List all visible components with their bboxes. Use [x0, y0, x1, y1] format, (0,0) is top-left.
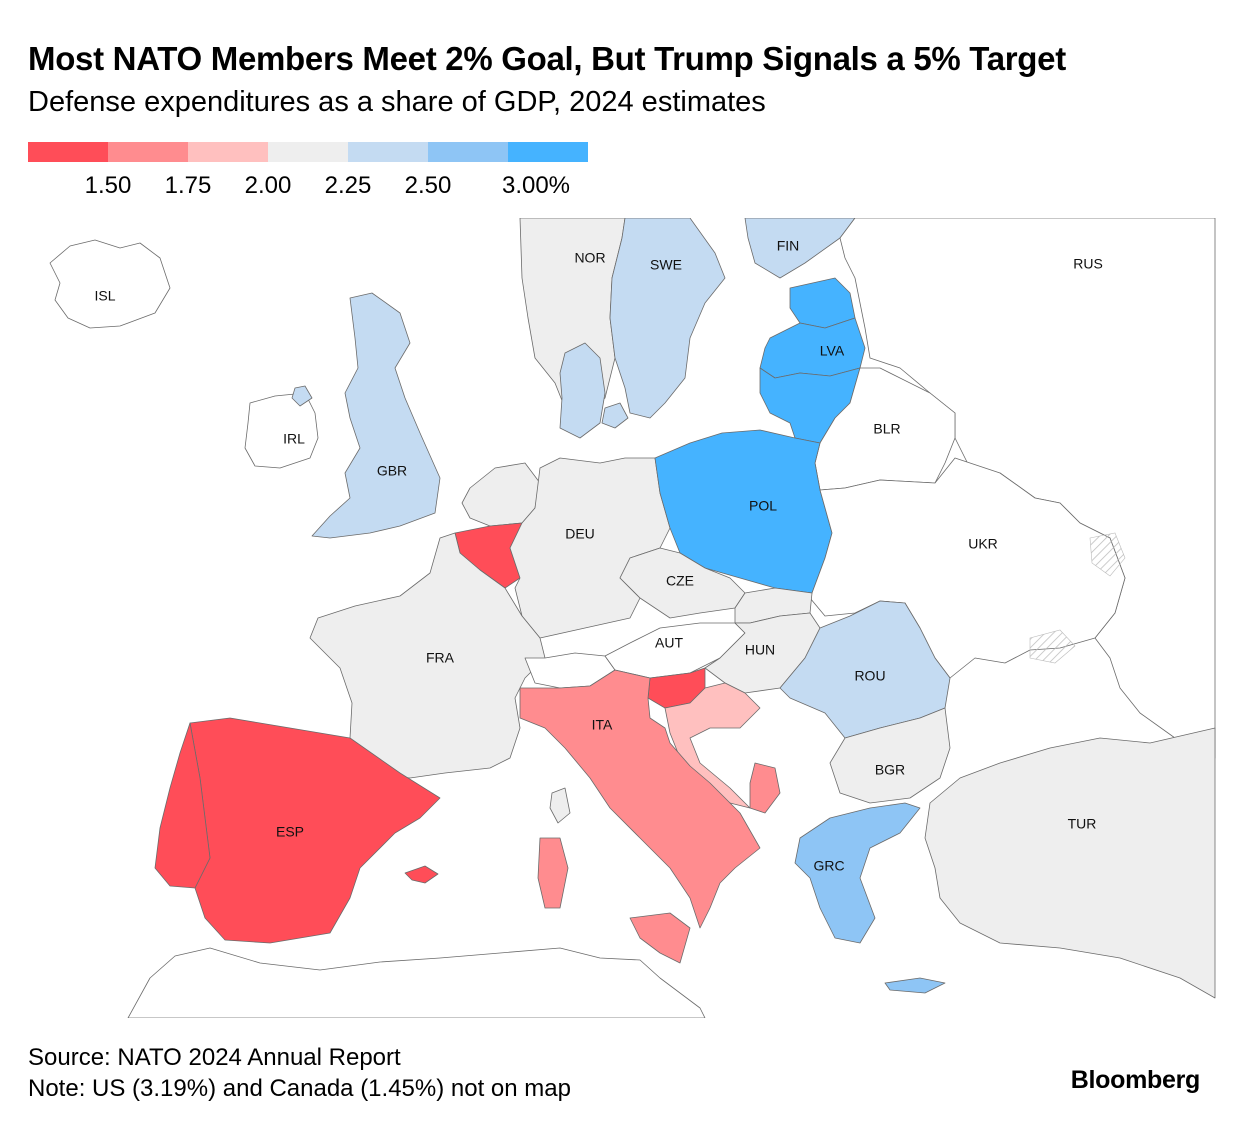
country-label-esp: ESP	[276, 824, 304, 840]
north-africa-landmass	[127, 947, 706, 1018]
country-label-swe: SWE	[650, 257, 682, 273]
country-label-isl: ISL	[94, 288, 115, 304]
country-label-blr: BLR	[873, 421, 900, 437]
country-grc	[794, 802, 921, 944]
disputed-territory	[1029, 629, 1076, 664]
source-note: Source: NATO 2024 Annual Report	[28, 1044, 401, 1071]
legend-swatch	[348, 142, 428, 162]
color-legend: 1.50 1.75 2.00 2.25 2.50 3.00%	[28, 142, 628, 202]
country-mne	[749, 762, 781, 814]
country-label-fin: FIN	[777, 238, 800, 254]
legend-swatch	[28, 142, 108, 162]
disputed-territory	[1089, 532, 1126, 577]
map-svg: ISL NOR SWE FIN RUS LVA IRL GBR BLR DEU POL UKR CZE F…	[49, 218, 1216, 1018]
country-est	[789, 277, 856, 329]
country-tur	[924, 727, 1216, 999]
island-grc	[884, 977, 946, 994]
country-label-rus: RUS	[1073, 256, 1103, 272]
legend-tick-label: 3.00%	[501, 172, 571, 199]
country-label-nor: NOR	[574, 250, 605, 266]
island-ita	[629, 912, 691, 964]
island-esp	[404, 865, 439, 884]
country-label-deu: DEU	[565, 526, 595, 542]
island-ita	[537, 837, 569, 909]
legend-tick-label: 2.00	[244, 172, 292, 199]
legend-swatch	[108, 142, 188, 162]
legend-swatch	[508, 142, 588, 162]
legend-tick-label: 1.50	[84, 172, 132, 199]
country-label-fra: FRA	[426, 650, 455, 666]
legend-swatch	[268, 142, 348, 162]
country-irl	[244, 392, 319, 469]
country-fin	[744, 218, 856, 279]
chart-title: Most NATO Members Meet 2% Goal, But Trum…	[28, 40, 1066, 77]
country-fra	[309, 532, 546, 779]
footer: Source: NATO 2024 Annual Report Note: US…	[28, 1042, 571, 1104]
country-swe	[609, 218, 726, 419]
country-label-gbr: GBR	[377, 463, 407, 479]
country-label-pol: POL	[749, 498, 777, 514]
country-label-rou: ROU	[854, 668, 885, 684]
legend-ticks: 1.50 1.75 2.00 2.25 2.50 3.00%	[28, 172, 628, 202]
legend-tick-label: 2.50	[404, 172, 452, 199]
legend-swatch	[188, 142, 268, 162]
country-label-irl: IRL	[283, 431, 305, 447]
country-label-tur: TUR	[1068, 816, 1097, 832]
country-rou	[779, 600, 951, 739]
island-fra	[549, 787, 571, 824]
country-label-lva: LVA	[820, 343, 845, 359]
country-prt	[154, 722, 211, 889]
country-label-ukr: UKR	[968, 536, 998, 552]
legend-tick-label: 2.25	[324, 172, 372, 199]
country-label-bgr: BGR	[875, 762, 905, 778]
country-gbr	[311, 292, 441, 539]
europe-map: ISL NOR SWE FIN RUS LVA IRL GBR BLR DEU POL UKR CZE F…	[0, 218, 1240, 1018]
country-label-ita: ITA	[592, 717, 613, 733]
country-ita	[519, 669, 761, 929]
country-isl	[49, 239, 171, 329]
country-dnk	[559, 342, 606, 439]
island-dnk	[601, 402, 629, 429]
country-label-cze: CZE	[666, 573, 694, 589]
legend-swatch	[428, 142, 508, 162]
footnote: Note: US (3.19%) and Canada (1.45%) not …	[28, 1075, 571, 1102]
country-label-grc: GRC	[813, 858, 844, 874]
country-lva	[759, 317, 866, 379]
chart-subtitle: Defense expenditures as a share of GDP, …	[28, 86, 766, 118]
country-label-aut: AUT	[655, 635, 683, 651]
bloomberg-logo: Bloomberg	[1070, 1066, 1201, 1094]
island-gbr	[291, 385, 313, 407]
country-bgr	[829, 707, 951, 804]
country-label-hun: HUN	[745, 642, 775, 658]
legend-color-bar	[28, 142, 628, 162]
legend-tick-label: 1.75	[164, 172, 212, 199]
